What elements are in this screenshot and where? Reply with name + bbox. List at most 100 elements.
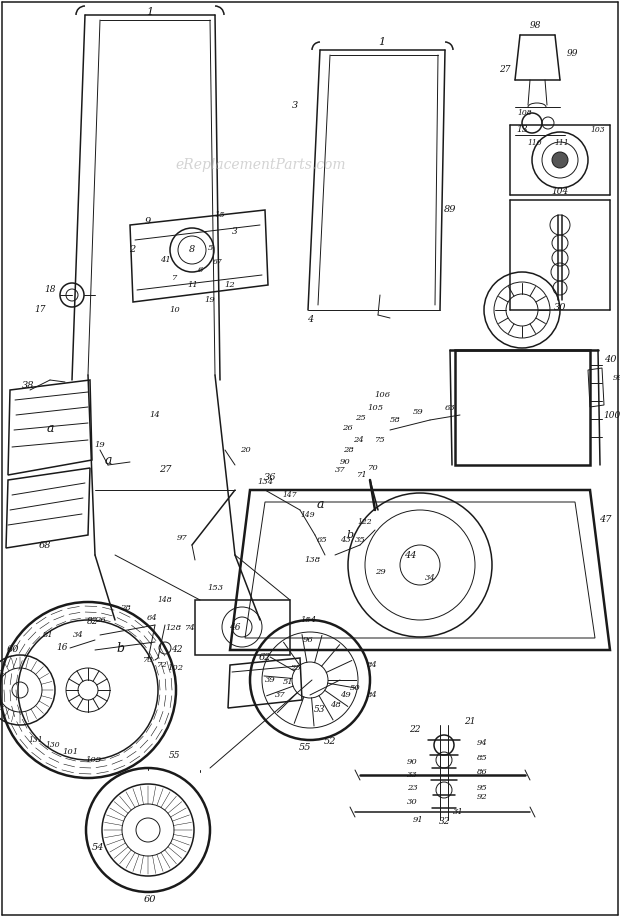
Text: 70: 70 <box>368 464 378 472</box>
Text: 9: 9 <box>145 217 151 226</box>
Text: 131: 131 <box>29 736 43 744</box>
Text: 153: 153 <box>207 584 223 592</box>
Text: 65: 65 <box>317 536 327 544</box>
Text: 34: 34 <box>425 574 435 582</box>
Text: 103: 103 <box>591 126 605 134</box>
Text: 41: 41 <box>159 256 170 264</box>
Circle shape <box>552 152 568 168</box>
Text: 17: 17 <box>34 305 46 315</box>
Text: 1: 1 <box>146 7 154 17</box>
Text: 128: 128 <box>165 624 181 632</box>
Text: 64: 64 <box>146 614 157 622</box>
Text: 3: 3 <box>292 101 298 109</box>
Text: 91: 91 <box>413 816 423 824</box>
Text: 130: 130 <box>46 741 60 749</box>
Text: 24: 24 <box>353 436 363 444</box>
Text: 43: 43 <box>340 536 350 544</box>
Text: 32: 32 <box>439 817 451 826</box>
Text: 94: 94 <box>477 739 487 747</box>
Text: 27: 27 <box>499 65 511 74</box>
Text: 106: 106 <box>374 391 390 399</box>
Text: 12: 12 <box>224 281 236 289</box>
Text: 98: 98 <box>529 20 541 29</box>
Text: 48: 48 <box>330 701 340 709</box>
Text: 7: 7 <box>172 274 178 282</box>
Text: 96: 96 <box>303 636 313 644</box>
Text: 86: 86 <box>477 768 487 776</box>
Text: 28: 28 <box>120 604 130 612</box>
Text: 104: 104 <box>551 187 569 196</box>
Text: 138: 138 <box>304 556 320 564</box>
Text: 37: 37 <box>275 691 285 699</box>
Text: 71: 71 <box>356 471 368 479</box>
Text: 110: 110 <box>528 139 542 147</box>
Text: 19: 19 <box>95 441 105 449</box>
Text: 18: 18 <box>44 285 56 294</box>
Text: 23: 23 <box>407 784 417 792</box>
Text: 105: 105 <box>367 404 383 412</box>
Text: 31: 31 <box>453 808 463 816</box>
Text: 34: 34 <box>73 631 83 639</box>
Text: 149: 149 <box>301 511 316 519</box>
Text: 8: 8 <box>189 246 195 255</box>
Text: eReplacementParts.com: eReplacementParts.com <box>175 158 346 172</box>
Text: 25: 25 <box>290 664 300 672</box>
Text: 33: 33 <box>407 771 417 779</box>
Text: 1: 1 <box>378 37 386 47</box>
Text: 3: 3 <box>232 227 238 237</box>
Text: 26: 26 <box>95 616 105 624</box>
Text: 30: 30 <box>407 798 417 806</box>
Text: 100: 100 <box>603 411 620 419</box>
Text: 90: 90 <box>407 758 417 766</box>
Text: 15: 15 <box>215 211 226 219</box>
Text: 38: 38 <box>22 381 34 390</box>
Text: 134: 134 <box>257 478 273 486</box>
Text: 84: 84 <box>366 691 378 699</box>
Text: 20: 20 <box>239 446 250 454</box>
Text: 46: 46 <box>229 624 241 633</box>
Text: 85: 85 <box>477 754 487 762</box>
Text: 62: 62 <box>259 654 272 662</box>
Text: 35: 35 <box>355 536 365 544</box>
Text: a: a <box>46 422 54 435</box>
Text: 19: 19 <box>205 296 215 304</box>
Text: 2: 2 <box>129 246 135 255</box>
Text: 109: 109 <box>85 756 101 764</box>
Text: 90: 90 <box>340 458 350 466</box>
Text: 63: 63 <box>445 404 455 412</box>
Text: 49: 49 <box>340 691 350 699</box>
Text: b: b <box>347 530 353 540</box>
Text: 102: 102 <box>167 664 183 672</box>
Text: 44: 44 <box>404 550 416 559</box>
Text: 54: 54 <box>92 844 104 853</box>
Text: 122: 122 <box>358 518 373 526</box>
Text: 26: 26 <box>342 424 352 432</box>
Text: 99: 99 <box>613 374 620 382</box>
Text: 99: 99 <box>566 49 578 58</box>
Text: 60: 60 <box>7 646 19 655</box>
Text: 74: 74 <box>185 624 195 632</box>
Text: 21: 21 <box>464 717 476 726</box>
Text: 148: 148 <box>157 596 172 604</box>
Text: a: a <box>316 499 324 512</box>
Text: 27: 27 <box>159 466 171 474</box>
Text: 111: 111 <box>555 139 569 147</box>
Text: 42: 42 <box>171 646 183 655</box>
Text: 53: 53 <box>314 705 326 714</box>
Text: 25: 25 <box>355 414 365 422</box>
Text: 30: 30 <box>554 304 566 313</box>
Text: 82: 82 <box>87 617 99 626</box>
Text: 55: 55 <box>169 750 181 759</box>
Text: 37: 37 <box>335 466 345 474</box>
Text: 58: 58 <box>389 416 401 424</box>
Text: 50: 50 <box>350 684 360 692</box>
Text: 29: 29 <box>374 568 386 576</box>
Text: 55: 55 <box>299 744 311 753</box>
Text: 47: 47 <box>599 515 611 525</box>
Text: 75: 75 <box>374 436 386 444</box>
Text: 108: 108 <box>518 109 533 117</box>
Text: 14: 14 <box>149 411 161 419</box>
Text: 4: 4 <box>307 315 313 325</box>
Text: 147: 147 <box>283 491 298 499</box>
Text: 89: 89 <box>444 205 456 215</box>
